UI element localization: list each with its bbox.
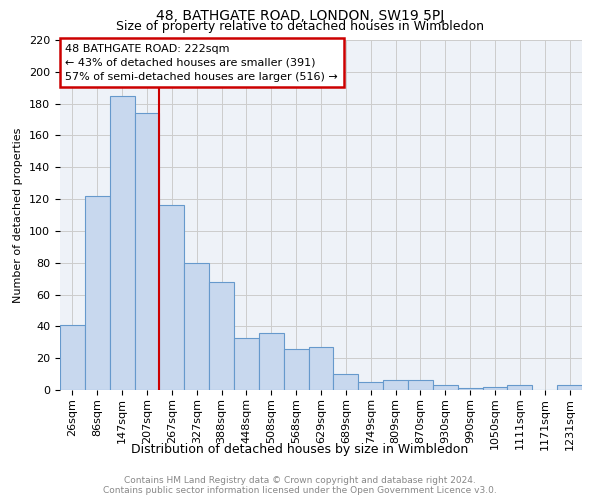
Bar	[433, 385, 458, 390]
Bar	[209, 282, 234, 390]
Bar	[458, 388, 482, 390]
Bar	[408, 380, 433, 390]
Text: 48, BATHGATE ROAD, LONDON, SW19 5PJ: 48, BATHGATE ROAD, LONDON, SW19 5PJ	[156, 9, 444, 23]
Bar	[308, 347, 334, 390]
Bar	[482, 387, 508, 390]
Text: Contains public sector information licensed under the Open Government Licence v3: Contains public sector information licen…	[103, 486, 497, 495]
Bar	[358, 382, 383, 390]
Y-axis label: Number of detached properties: Number of detached properties	[13, 128, 23, 302]
Text: 48 BATHGATE ROAD: 222sqm
← 43% of detached houses are smaller (391)
57% of semi-: 48 BATHGATE ROAD: 222sqm ← 43% of detach…	[65, 44, 338, 82]
Text: Contains HM Land Registry data © Crown copyright and database right 2024.: Contains HM Land Registry data © Crown c…	[124, 476, 476, 485]
Bar	[284, 348, 308, 390]
Text: Size of property relative to detached houses in Wimbledon: Size of property relative to detached ho…	[116, 20, 484, 33]
Bar	[557, 385, 582, 390]
Bar	[234, 338, 259, 390]
Bar	[60, 325, 85, 390]
Bar	[110, 96, 134, 390]
Bar	[134, 113, 160, 390]
Bar	[259, 332, 284, 390]
Bar	[184, 262, 209, 390]
Text: Distribution of detached houses by size in Wimbledon: Distribution of detached houses by size …	[131, 442, 469, 456]
Bar	[160, 206, 184, 390]
Bar	[334, 374, 358, 390]
Bar	[508, 385, 532, 390]
Bar	[383, 380, 408, 390]
Bar	[85, 196, 110, 390]
